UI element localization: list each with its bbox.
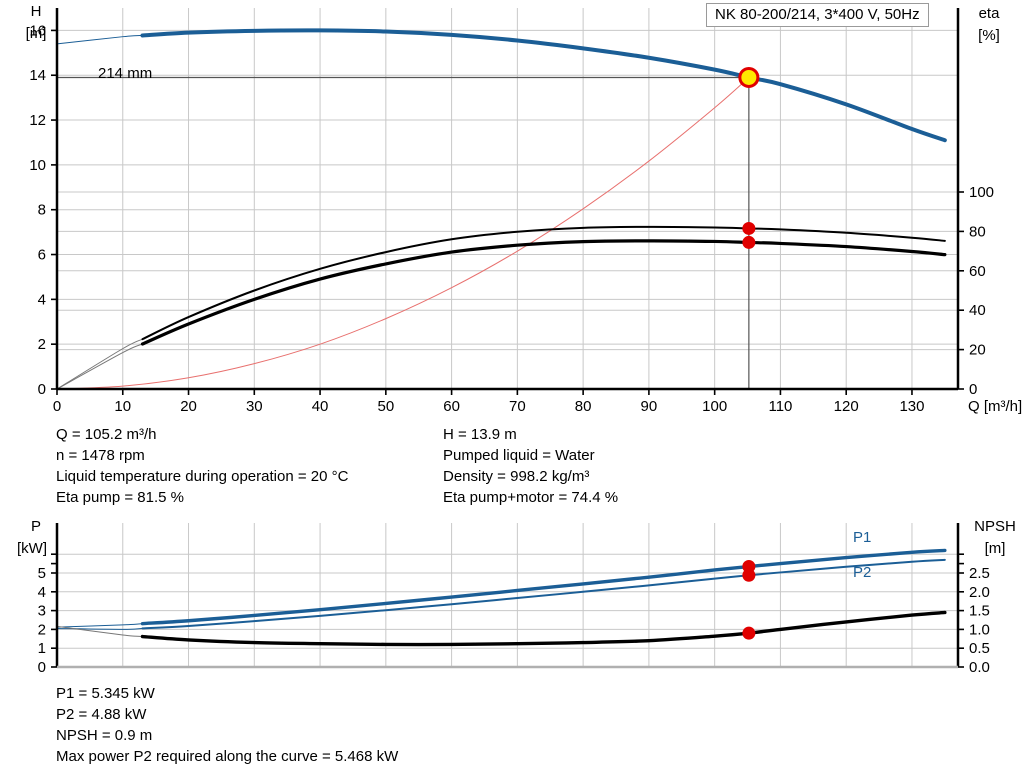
impeller-size-label: 214 mm xyxy=(98,65,152,82)
x-tick-label: 120 xyxy=(834,398,859,415)
legend-label-p1: P1 xyxy=(853,529,871,546)
y-tick-label-right: 2.0 xyxy=(969,584,990,601)
x-tick-label: 0 xyxy=(53,398,61,415)
y-tick-label-left: 3 xyxy=(38,603,46,620)
y-tick-label-left: 16 xyxy=(29,22,46,39)
power-info-line-3: NPSH = 0.9 m xyxy=(56,727,153,744)
y-tick-label-left: 4 xyxy=(38,584,46,601)
y-tick-label-right: 80 xyxy=(969,223,986,240)
y-tick-label-right: 0 xyxy=(969,381,977,398)
duty-info-right-line-1: H = 13.9 m xyxy=(443,426,517,443)
power-curve-p2 xyxy=(141,558,946,630)
p2-marker xyxy=(742,568,756,582)
y-axis-label-right: eta xyxy=(979,5,1001,22)
y-tick-label-left: 14 xyxy=(29,67,46,84)
npsh-marker xyxy=(742,626,756,640)
head-curve-thin xyxy=(56,34,143,45)
y-tick-label-left: 2 xyxy=(38,621,46,638)
power-info-line-2: P2 = 4.88 kW xyxy=(56,706,147,723)
duty-info-left-line-1: Q = 105.2 m³/h xyxy=(56,426,157,443)
y-tick-label-left: 2 xyxy=(38,336,46,353)
x-tick-label: 90 xyxy=(641,398,658,415)
duty-info-left: Q = 105.2 m³/h n = 1478 rpm Liquid tempera… xyxy=(56,424,348,508)
y-axis-label-right-unit: [%] xyxy=(978,27,1000,44)
x-tick-label: 100 xyxy=(702,398,727,415)
duty-info-right: H = 13.9 m Pumped liquid = Water Density =… xyxy=(443,424,618,508)
x-tick-label: 10 xyxy=(114,398,131,415)
y-tick-label-left: 0 xyxy=(38,381,46,398)
y-axis-label-left-unit: [kW] xyxy=(17,540,47,557)
x-tick-label: 130 xyxy=(899,398,924,415)
y-axis-label-left: P xyxy=(31,518,41,535)
x-axis-label: Q [m³/h] xyxy=(968,398,1022,415)
efficiency-curve-2 xyxy=(140,239,947,346)
top-chart-group: 0 2 4 6 8 10 12 14 16 0 20 40 60 80 100 0 10 20 30 40 50 60 70… xyxy=(26,3,1023,415)
eta-pump-marker xyxy=(742,221,756,235)
y-axis-label-left: H xyxy=(31,3,42,20)
x-tick-label: 30 xyxy=(246,398,263,415)
y-tick-label-left: 4 xyxy=(38,291,46,308)
y-axis-label-right: NPSH xyxy=(974,518,1016,535)
head-curve xyxy=(140,28,947,143)
npsh-curve-thin xyxy=(56,625,143,638)
y-axis-label-left-unit: [m] xyxy=(26,25,47,42)
duty-info-left-line-3: Liquid temperature during operation = 20… xyxy=(56,468,349,485)
x-tick-label: 20 xyxy=(180,398,197,415)
duty-info-right-line-4: Eta pump+motor = 74.4 % xyxy=(443,489,619,506)
efficiency-curve-thin-1 xyxy=(56,338,143,390)
power-info-line-4: Max power P2 required along the curve = … xyxy=(56,748,399,765)
x-tick-label: 50 xyxy=(377,398,394,415)
x-tick-label: 60 xyxy=(443,398,460,415)
y-tick-label-left: 8 xyxy=(38,202,46,219)
duty-info-right-line-2: Pumped liquid = Water xyxy=(443,447,595,464)
duty-info-left-line-2: n = 1478 rpm xyxy=(56,447,145,464)
power-curve-p1 xyxy=(140,548,947,626)
y-tick-label-right: 1.5 xyxy=(969,603,990,620)
x-tick-label: 70 xyxy=(509,398,526,415)
x-tick-label: 40 xyxy=(312,398,329,415)
y-axis-label-right-unit: [m] xyxy=(985,540,1006,557)
y-tick-label-right: 1.0 xyxy=(969,621,990,638)
head-efficiency-chart: 0 2 4 6 8 10 12 14 16 0 20 40 60 80 100 0 10 20 30 40 50 60 70… xyxy=(26,3,1023,415)
eta-pump-motor-marker xyxy=(742,235,756,249)
chart-title-box: NK 80-200/214, 3*400 V, 50Hz xyxy=(706,3,929,27)
system-curve xyxy=(56,77,750,390)
legend-label-p2: P2 xyxy=(853,564,871,581)
duty-point-marker xyxy=(738,66,760,88)
y-tick-label-right: 0.5 xyxy=(969,640,990,657)
efficiency-curve-1 xyxy=(141,225,946,341)
duty-info-left-line-4: Eta pump = 81.5 % xyxy=(56,489,184,506)
y-tick-label-left: 12 xyxy=(29,112,46,129)
efficiency-curve-thin-2 xyxy=(56,343,143,390)
y-tick-label-right: 40 xyxy=(969,302,986,319)
power-curve-thin-p1 xyxy=(56,623,143,628)
duty-info-right-line-3: Density = 998.2 kg/m³ xyxy=(443,468,590,485)
x-tick-label: 110 xyxy=(768,398,792,415)
x-tick-label: 80 xyxy=(575,398,592,415)
chart-title: NK 80-200/214, 3*400 V, 50Hz xyxy=(715,6,920,23)
power-info-block: P1 = 5.345 kW P2 = 4.88 kW NPSH = 0.9 m Max… xyxy=(56,683,398,767)
y-tick-label-left: 10 xyxy=(29,157,46,174)
y-tick-label-left: 5 xyxy=(38,565,46,582)
power-info-line-1: P1 = 5.345 kW xyxy=(56,685,155,702)
y-tick-label-left: 0 xyxy=(38,659,46,676)
y-tick-label-right: 100 xyxy=(969,184,994,201)
y-tick-label-right: 2.5 xyxy=(969,565,990,582)
npsh-curve xyxy=(140,610,947,647)
y-tick-label-right: 60 xyxy=(969,263,986,280)
y-tick-label-left: 1 xyxy=(38,640,46,657)
y-tick-label-right: 20 xyxy=(969,342,986,359)
y-tick-label-right: 0.0 xyxy=(969,659,990,676)
y-tick-label-left: 6 xyxy=(38,247,46,264)
